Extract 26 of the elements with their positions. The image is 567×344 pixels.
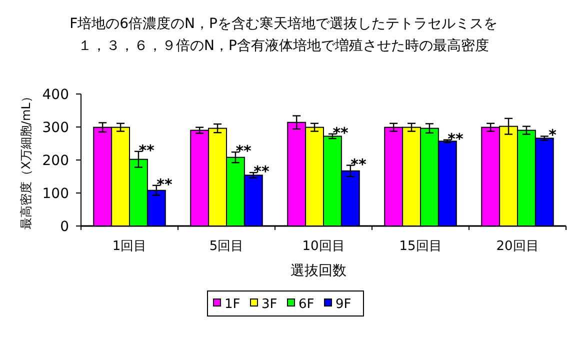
x-tick-label: 1回目 — [112, 239, 147, 254]
x-tick-label: 20回目 — [496, 239, 539, 254]
data-label: ** — [332, 124, 349, 142]
y-tick-label: 200 — [42, 153, 69, 169]
y-tick-label: 300 — [42, 120, 69, 136]
legend-label: 6F — [298, 297, 314, 312]
data-label: * — [548, 126, 557, 144]
x-tick-label: 5回目 — [209, 239, 244, 254]
data-label: ** — [448, 130, 464, 148]
y-tick-label: 100 — [42, 186, 69, 202]
y-tick-label: 0 — [60, 219, 69, 235]
x-tick-label: 15回目 — [399, 239, 442, 254]
chart-subtitle: １，３，６，９倍のN，P含有液体培地で増殖させた時の最高密度 — [78, 37, 489, 54]
data-label: ** — [156, 175, 172, 194]
x-tick-label: 10回目 — [302, 239, 345, 254]
legend-label: 9F — [336, 297, 352, 312]
data-label: ** — [350, 155, 366, 174]
legend-label: 3F — [262, 297, 278, 312]
x-axis-title: 選抜回数 — [290, 263, 346, 279]
data-label: ** — [236, 142, 252, 160]
data-label: ** — [138, 141, 155, 160]
y-tick-label: 400 — [42, 87, 69, 103]
legend-label: 1F — [224, 297, 240, 312]
data-label: ** — [254, 162, 270, 181]
chart-title: F培地の6倍濃度のN，Pを含む寒天培地で選抜したテトラセルミスを — [70, 16, 498, 32]
y-axis-title: 最高密度（X万細胞/mL） — [19, 90, 33, 230]
